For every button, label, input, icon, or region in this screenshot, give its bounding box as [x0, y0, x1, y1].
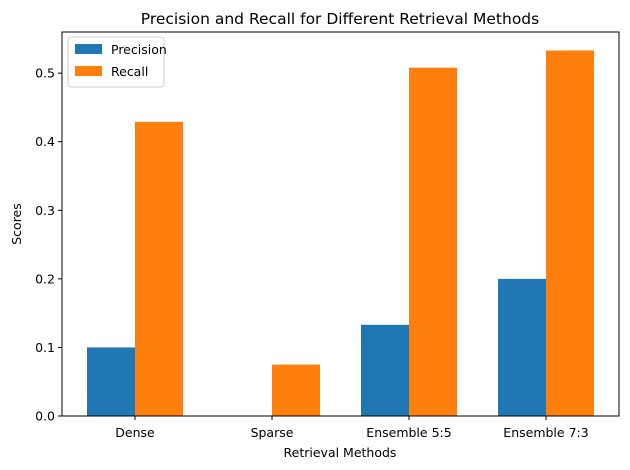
x-tick-label: Dense [115, 425, 155, 440]
bar-recall-1 [135, 121, 183, 416]
x-axis: Dense Sparse Ensemble 5:5 Ensemble 7:3 [115, 416, 589, 440]
x-axis-label: Retrieval Methods [284, 445, 397, 460]
y-tick-label: 0.1 [35, 340, 55, 355]
y-tick-label: 0.2 [35, 271, 55, 286]
y-tick-label: 0.3 [35, 203, 55, 218]
x-tick-label: Ensemble 7:3 [503, 425, 588, 440]
y-tick-label: 0.0 [35, 409, 55, 424]
legend-label-recall: Recall [111, 64, 148, 79]
chart-title: Precision and Recall for Different Retri… [141, 10, 539, 28]
y-axis: 0.0 0.1 0.2 0.3 0.4 0.5 [35, 66, 62, 424]
plot-frame [61, 31, 620, 417]
legend-swatch-recall [75, 66, 102, 76]
legend: Precision Recall [67, 36, 167, 88]
legend-swatch-precision [75, 44, 102, 54]
bars-group [87, 50, 594, 417]
y-tick-label: 0.5 [35, 66, 55, 81]
y-tick-label: 0.4 [35, 134, 55, 149]
x-tick-label: Ensemble 5:5 [366, 425, 451, 440]
bar-precision-3 [361, 324, 409, 416]
bar-recall-2 [272, 364, 320, 416]
bar-precision-1 [87, 347, 135, 416]
y-axis-label: Scores [9, 203, 24, 245]
bar-precision-4 [498, 278, 546, 416]
legend-label-precision: Precision [111, 42, 167, 57]
x-tick-label: Sparse [251, 425, 294, 440]
bar-recall-4 [546, 50, 594, 417]
bar-recall-3 [409, 67, 457, 417]
